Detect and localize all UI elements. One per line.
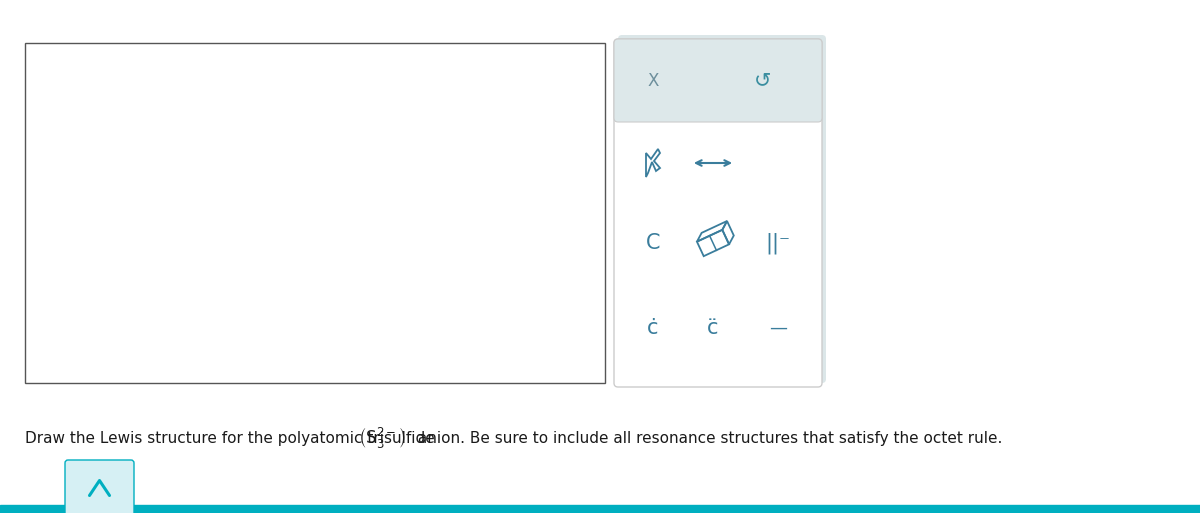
Text: C: C	[646, 233, 660, 253]
Bar	[0, 505, 1200, 513]
Text: anion. Be sure to include all resonance structures that satisfy the octet rule.: anion. Be sure to include all resonance …	[413, 430, 1002, 445]
Text: —: —	[769, 319, 787, 337]
FancyBboxPatch shape	[618, 35, 826, 383]
Text: X: X	[647, 71, 659, 89]
Text: ↺: ↺	[755, 70, 772, 90]
Text: c̈: c̈	[707, 318, 719, 338]
FancyBboxPatch shape	[614, 39, 822, 387]
Text: Draw the Lewis structure for the polyatomic trisulfide: Draw the Lewis structure for the polyato…	[25, 430, 439, 445]
Text: $\left(\mathrm{S}_3^{2-}\right)$: $\left(\mathrm{S}_3^{2-}\right)$	[358, 425, 406, 450]
Bar	[25, 43, 605, 383]
FancyBboxPatch shape	[614, 39, 822, 122]
Text: ||⁻: ||⁻	[766, 232, 791, 254]
Text: ċ: ċ	[647, 318, 659, 338]
FancyBboxPatch shape	[65, 460, 134, 513]
